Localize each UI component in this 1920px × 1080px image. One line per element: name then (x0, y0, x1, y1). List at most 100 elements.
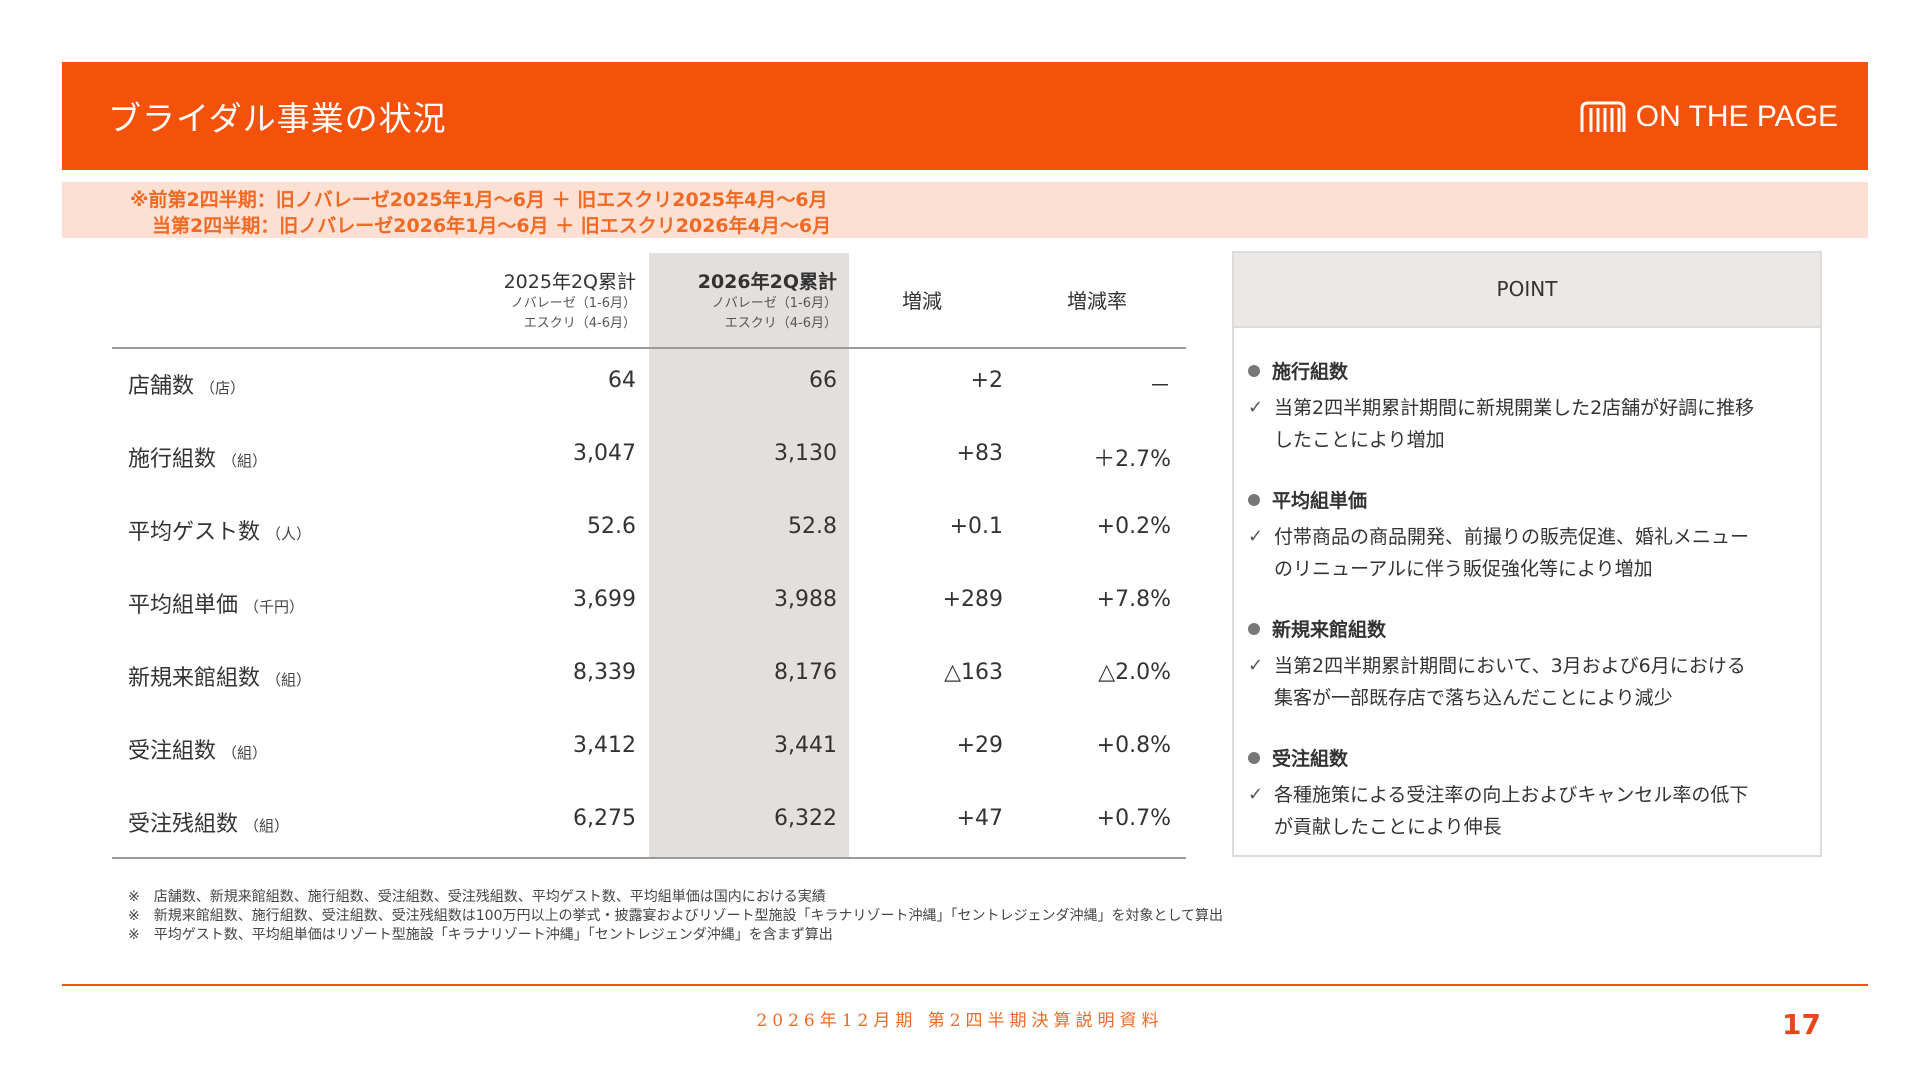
rate-value: － (1148, 374, 1171, 399)
rate-value: △2.0% (1098, 660, 1171, 685)
header-curr-sub2: エスクリ（4-6月） (724, 316, 837, 331)
curr-value: 6,322 (774, 806, 837, 831)
rate-value: ＋2.7% (1093, 447, 1171, 472)
curr-value: 66 (809, 368, 837, 393)
table-row: 施行組数 （組） 3,047 3,130 +83 ＋2.7% (112, 420, 1186, 493)
logo-text: ON THE PAGE (1635, 100, 1838, 133)
point-item: 施行組数 ✓ 当第2四半期累計期間に新規開業した2店舗が好調に推移 したことによ… (1248, 357, 1808, 456)
prev-value: 8,339 (573, 660, 636, 685)
table-row: 受注組数 （組） 3,412 3,441 +29 +0.8% (112, 712, 1186, 785)
header-curr-sub1: ノバレーゼ（1-6月） (711, 296, 837, 311)
point-item: 受注組数 ✓ 各種施策による受注率の向上およびキャンセル率の低下 が貢献したこと… (1248, 744, 1808, 843)
table-bottom-rule (112, 857, 1186, 859)
header-prev-sub1: ノバレーゼ（1-6月） (510, 296, 636, 311)
curr-value: 3,441 (774, 733, 837, 758)
footnotes: ※ 店舗数、新規来館組数、施行組数、受注組数、受注残組数、平均ゲスト数、平均組単… (128, 888, 1223, 945)
point-item-title: 平均組単価 (1248, 486, 1808, 513)
row-label: 施行組数 （組） (128, 447, 268, 472)
row-label: 受注残組数 （組） (128, 812, 290, 837)
page-number: 17 (1782, 1008, 1821, 1041)
footnote: ※ 平均ゲスト数、平均組単価はリゾート型施設「キラナリゾート沖縄」「セントレジェ… (128, 927, 833, 943)
header-change: 増減 (902, 289, 942, 313)
footnote: ※ 新規来館組数、施行組数、受注組数、受注残組数は100万円以上の挙式・披露宴お… (128, 908, 1224, 924)
point-item-title: 受注組数 (1248, 744, 1808, 771)
point-item-line: 各種施策による受注率の向上およびキャンセル率の低下 (1274, 784, 1749, 806)
bullet-icon (1248, 364, 1260, 377)
change-value: △163 (944, 660, 1003, 685)
prev-value: 3,047 (573, 441, 636, 466)
table-row: 平均組単価 （千円） 3,699 3,988 +289 +7.8% (112, 566, 1186, 639)
point-item-line: のリニューアルに伴う販促強化等により増加 (1274, 558, 1653, 580)
page-title: ブライダル事業の状況 (108, 99, 447, 138)
curr-value: 3,988 (774, 587, 837, 612)
table-row: 平均ゲスト数 （人） 52.6 52.8 +0.1 +0.2% (112, 493, 1186, 566)
check-icon: ✓ (1248, 784, 1264, 805)
row-label: 受注組数 （組） (128, 739, 268, 764)
table-row: 受注残組数 （組） 6,275 6,322 +47 +0.7% (112, 785, 1186, 858)
change-value: +29 (956, 733, 1003, 758)
point-item-line: が貢献したことにより伸長 (1274, 816, 1502, 838)
change-value: +2 (970, 368, 1003, 393)
table-row: 店舗数 （店） 64 66 +2 － (112, 347, 1186, 420)
rate-value: +7.8% (1096, 587, 1171, 612)
point-item-body: ✓ 各種施策による受注率の向上およびキャンセル率の低下 が貢献したことにより伸長 (1248, 779, 1808, 843)
point-panel: POINT 施行組数 ✓ 当第2四半期累計期間に新規開業した2店舗が好調に推移 … (1232, 251, 1822, 857)
curr-value: 52.8 (788, 514, 837, 539)
point-item-title: 施行組数 (1248, 357, 1808, 384)
bullet-icon (1248, 493, 1260, 506)
rate-value: +0.2% (1096, 514, 1171, 539)
check-icon: ✓ (1248, 526, 1264, 547)
point-item: 平均組単価 ✓ 付帯商品の商品開発、前撮りの販売促進、婚礼メニュー のリニューア… (1248, 486, 1808, 585)
change-value: +289 (942, 587, 1003, 612)
prev-value: 52.6 (587, 514, 636, 539)
current-period-highlight (649, 253, 849, 857)
notice-line-previous: ※前第2四半期：旧ノバレーゼ2025年1月～6月 ＋ 旧エスクリ2025年4月～… (130, 189, 828, 211)
curr-value: 3,130 (774, 441, 837, 466)
header-curr-period: 2026年2Q累計 ノバレーゼ（1-6月） エスクリ（4-6月） (698, 267, 837, 334)
header-prev-title: 2025年2Q累計 (503, 271, 636, 293)
header-prev-sub2: エスクリ（4-6月） (523, 316, 636, 331)
point-item-title: 新規来館組数 (1248, 615, 1808, 642)
point-item-body: ✓ 付帯商品の商品開発、前撮りの販売促進、婚礼メニュー のリニューアルに伴う販促… (1248, 521, 1808, 585)
rate-value: +0.7% (1096, 806, 1171, 831)
row-label: 平均ゲスト数 （人） (128, 520, 312, 545)
building-columns-icon (1580, 101, 1626, 132)
change-value: +47 (956, 806, 1003, 831)
table-row: 新規来館組数 （組） 8,339 8,176 △163 △2.0% (112, 639, 1186, 712)
row-label: 平均組単価 （千円） (128, 593, 305, 618)
change-value: +0.1 (949, 514, 1003, 539)
point-item-line: 当第2四半期累計期間に新規開業した2店舗が好調に推移 (1274, 397, 1755, 419)
prev-value: 3,412 (573, 733, 636, 758)
point-header: POINT (1234, 253, 1820, 328)
change-value: +83 (956, 441, 1003, 466)
point-item-line: 集客が一部既存店で落ち込んだことにより減少 (1274, 687, 1673, 709)
point-item: 新規来館組数 ✓ 当第2四半期累計期間において、3月および6月における 集客が一… (1248, 615, 1808, 714)
point-item-line: 当第2四半期累計期間において、3月および6月における (1274, 655, 1746, 677)
footer-document-title: 2026年12月期 第2四半期決算説明資料 (756, 1011, 1164, 1031)
check-icon: ✓ (1248, 397, 1264, 418)
point-item-line: 付帯商品の商品開発、前撮りの販売促進、婚礼メニュー (1274, 526, 1750, 548)
header-curr-title: 2026年2Q累計 (697, 271, 837, 293)
footnote: ※ 店舗数、新規来館組数、施行組数、受注組数、受注残組数、平均ゲスト数、平均組単… (128, 889, 826, 905)
header-change-rate: 増減率 (1067, 289, 1127, 313)
row-label: 新規来館組数 （組） (128, 666, 312, 691)
point-item-body: ✓ 当第2四半期累計期間に新規開業した2店舗が好調に推移 したことにより増加 (1248, 392, 1808, 456)
row-label: 店舗数 （店） (128, 374, 246, 399)
rate-value: +0.8% (1096, 733, 1171, 758)
bullet-icon (1248, 751, 1260, 764)
prev-value: 64 (608, 368, 636, 393)
header-bar: ブライダル事業の状況 ON THE PAGE (62, 62, 1868, 170)
header-prev-period: 2025年2Q累計 ノバレーゼ（1-6月） エスクリ（4-6月） (504, 267, 636, 334)
footer-rule (62, 984, 1868, 986)
period-notice: ※前第2四半期：旧ノバレーゼ2025年1月～6月 ＋ 旧エスクリ2025年4月～… (62, 182, 1868, 238)
table-header: 2025年2Q累計 ノバレーゼ（1-6月） エスクリ（4-6月） 2026年2Q… (112, 253, 1186, 349)
point-item-body: ✓ 当第2四半期累計期間において、3月および6月における 集客が一部既存店で落ち… (1248, 650, 1808, 714)
curr-value: 8,176 (774, 660, 837, 685)
prev-value: 6,275 (573, 806, 636, 831)
point-item-line: したことにより増加 (1274, 429, 1445, 451)
bullet-icon (1248, 622, 1260, 635)
point-heading: POINT (1496, 277, 1558, 301)
check-icon: ✓ (1248, 655, 1264, 676)
notice-line-current: 当第2四半期：旧ノバレーゼ2026年1月～6月 ＋ 旧エスクリ2026年4月～6… (152, 215, 832, 237)
prev-value: 3,699 (573, 587, 636, 612)
